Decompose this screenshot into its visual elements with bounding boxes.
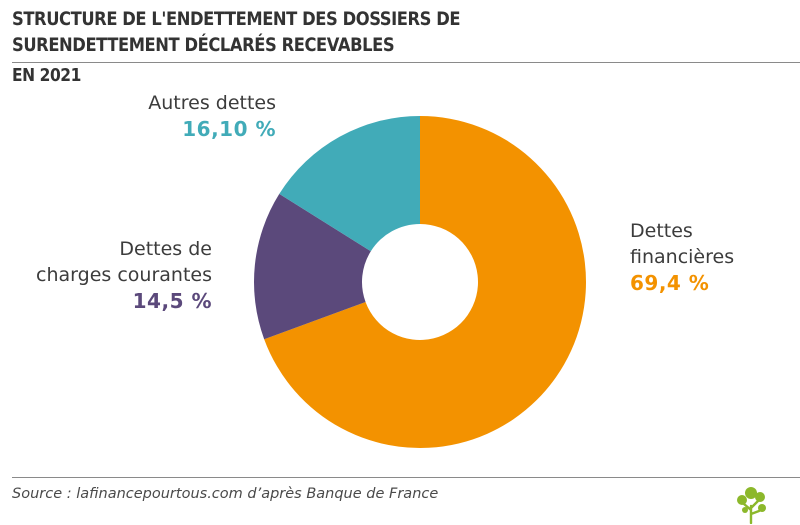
label-charges-name-1: Dettes de	[119, 238, 212, 260]
chart-title: STRUCTURE DE L'ENDETTEMENT DES DOSSIERS …	[12, 6, 545, 58]
slice-autres-dettes	[279, 116, 420, 252]
tree-logo-icon	[737, 487, 766, 524]
slice-dettes-financieres	[264, 116, 586, 448]
bottom-divider	[12, 477, 800, 478]
chart-title-line-2: SURENDETTEMENT DÉCLARÉS RECEVABLES	[12, 34, 395, 56]
label-financieres-name-2: financières	[630, 246, 735, 268]
source-note: Source : lafinancepourtous.com d’après B…	[12, 486, 439, 502]
top-divider	[12, 62, 800, 63]
label-financieres-name-1: Dettes	[630, 220, 693, 242]
label-dettes-financieres: Dettes financières 69,4 %	[630, 218, 734, 296]
slice-charges-courantes	[253, 193, 371, 340]
label-charges-name-2: charges courantes	[36, 264, 212, 286]
chart-title-line-1: STRUCTURE DE L'ENDETTEMENT DES DOSSIERS …	[12, 8, 461, 30]
label-charges-courantes: Dettes de charges courantes 14,5 %	[36, 236, 212, 314]
label-autres-dettes-name-1: Autres dettes	[148, 92, 276, 114]
chart-subtitle: EN 2021	[12, 65, 82, 86]
label-autres-dettes-value: 16,10 %	[182, 117, 276, 141]
label-financieres-value: 69,4 %	[630, 271, 710, 295]
label-autres-dettes: Autres dettes 16,10 %	[148, 90, 276, 142]
label-charges-value: 14,5 %	[132, 289, 212, 313]
